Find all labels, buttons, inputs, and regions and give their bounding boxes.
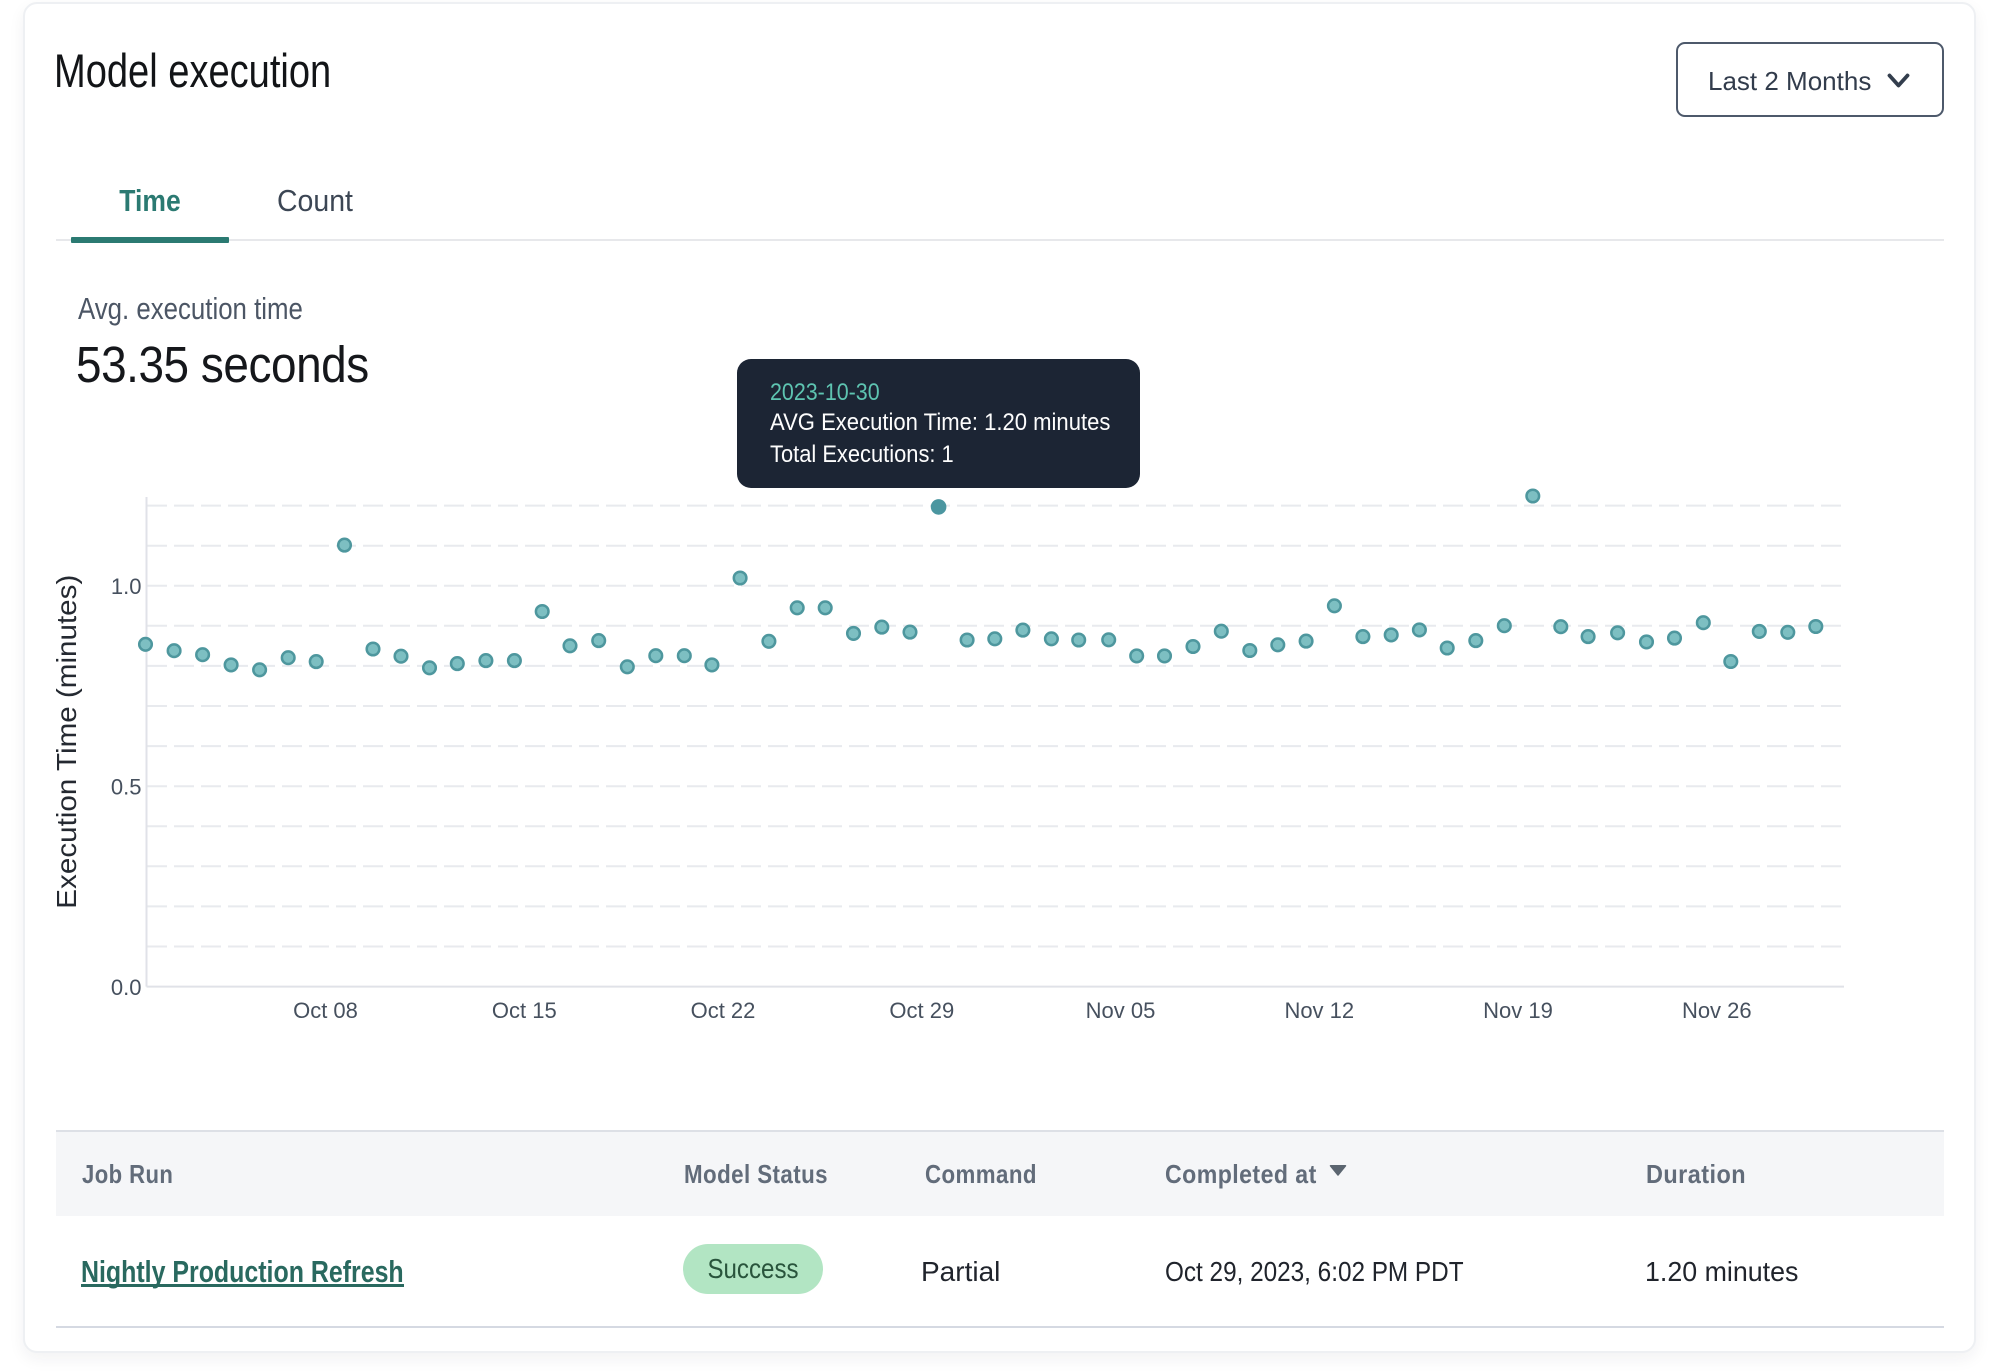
svg-text:Oct 29: Oct 29 [889, 998, 954, 1023]
svg-text:Nov 26: Nov 26 [1682, 998, 1752, 1023]
svg-text:0.0: 0.0 [111, 975, 142, 1000]
svg-text:Oct 08: Oct 08 [293, 998, 358, 1023]
svg-text:Execution Time (minutes): Execution Time (minutes) [51, 575, 82, 909]
svg-text:Nov 05: Nov 05 [1086, 998, 1156, 1023]
svg-text:Oct 15: Oct 15 [492, 998, 557, 1023]
svg-text:0.5: 0.5 [111, 774, 142, 799]
svg-text:Oct 22: Oct 22 [691, 998, 756, 1023]
svg-text:1.0: 1.0 [111, 574, 142, 599]
svg-text:Nov 19: Nov 19 [1483, 998, 1553, 1023]
svg-text:Nov 12: Nov 12 [1284, 998, 1354, 1023]
